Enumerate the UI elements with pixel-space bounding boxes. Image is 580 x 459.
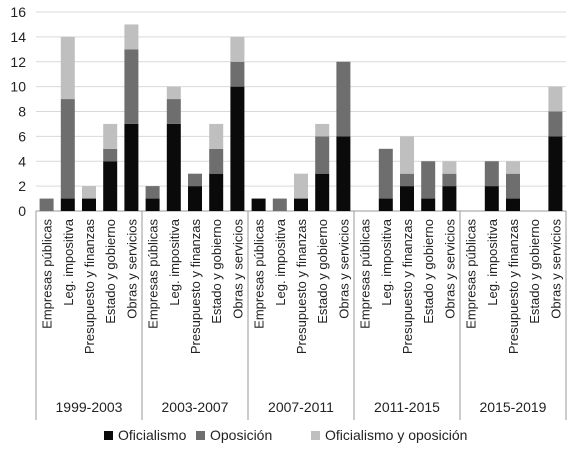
bar-segment-oficialismo	[188, 186, 202, 211]
x-subcategory-label: Empresas públicas	[358, 219, 373, 329]
bar-segment-oposicion	[145, 186, 160, 199]
x-period-label: 2003-2007	[162, 399, 229, 415]
bar-segment-oficialismo-y-oposicion	[60, 36, 75, 100]
x-subcategory-label: Obras y servicios	[336, 219, 351, 319]
x-subcategory-label: Presupuesto y finanzas	[400, 219, 415, 355]
x-subcategory-label: Leg. impositiva	[379, 218, 394, 305]
bar-segment-oposicion	[506, 173, 520, 199]
x-subcategory-label: Estado y gobierno	[209, 219, 224, 324]
y-tick-label: 16	[10, 4, 26, 20]
x-period-label: 2011-2015	[374, 399, 440, 415]
bar-segment-oposicion	[166, 99, 181, 124]
bar-segment-oficialismo	[124, 123, 139, 211]
bar-segment-oficialismo-y-oposicion	[506, 161, 520, 174]
bar-segment-oficialismo	[145, 198, 160, 211]
y-tick-label: 12	[10, 54, 26, 70]
bar-segment-oposicion	[60, 99, 75, 199]
bar-segment-oposicion	[484, 161, 499, 187]
legend-swatch	[311, 431, 320, 440]
legend: Oficialismo Oposición Oficialismo y oposic…	[104, 427, 467, 443]
y-tick-label: 6	[18, 128, 26, 144]
legend-label: Oficialismo	[118, 427, 187, 443]
bar-segment-oficialismo	[506, 198, 520, 211]
bar-segment-oficialismo	[421, 198, 436, 211]
bar-segment-oposicion	[188, 173, 202, 187]
bar-segment-oficialismo	[60, 198, 75, 211]
bar-segment-oficialismo-y-oposicion	[442, 161, 457, 174]
x-period-label: 2007-2011	[268, 399, 334, 415]
x-subcategory-label: Obras y servicios	[230, 219, 245, 319]
bar-segment-oposicion	[209, 148, 224, 174]
bar-segment-oficialismo	[82, 198, 96, 211]
bar-segment-oficialismo	[166, 123, 181, 211]
x-subcategory-label: Leg. impositiva	[485, 218, 500, 305]
x-subcategory-label: Empresas públicas	[146, 219, 161, 329]
bar-segment-oficialismo-y-oposicion	[82, 186, 96, 199]
x-subcategory-label: Presupuesto y finanzas	[188, 219, 203, 355]
bar-segment-oposicion	[548, 111, 563, 137]
bar-segment-oposicion	[124, 49, 139, 124]
bar-segment-oficialismo-y-oposicion	[103, 123, 118, 149]
x-subcategory-label: Empresas públicas	[464, 219, 479, 329]
y-tick-label: 0	[18, 203, 26, 219]
bar-segment-oficialismo-y-oposicion	[209, 123, 224, 149]
bar-segment-oficialismo-y-oposicion	[166, 86, 181, 100]
bar-segment-oficialismo	[400, 186, 414, 211]
bar-segment-oficialismo-y-oposicion	[315, 123, 330, 137]
x-subcategory-label: Obras y servicios	[124, 219, 139, 319]
x-subcategory-label: Estado y gobierno	[527, 219, 542, 324]
bar-segment-oficialismo-y-oposicion	[230, 36, 245, 62]
bar-segment-oposicion	[336, 61, 351, 137]
bar-segment-oficialismo	[548, 136, 563, 211]
bar-segment-oficialismo	[484, 186, 499, 211]
x-subcategory-label: Presupuesto y finanzas	[294, 219, 309, 355]
legend-label: Oposición	[210, 427, 272, 443]
bar-segment-oficialismo	[336, 136, 351, 211]
bar-segment-oposicion	[272, 198, 287, 211]
bar-segment-oposicion	[39, 198, 54, 211]
x-subcategory-label: Estado y gobierno	[421, 219, 436, 324]
x-period-label: 2015-2019	[480, 399, 547, 415]
bar-segment-oposicion	[421, 161, 436, 199]
bar-segment-oposicion	[230, 61, 245, 87]
bar-segment-oficialismo	[294, 198, 308, 211]
x-subcategory-label: Leg. impositiva	[273, 218, 288, 305]
bar-segment-oficialismo-y-oposicion	[124, 24, 139, 50]
y-tick-label: 8	[18, 104, 26, 120]
x-subcategory-label: Leg. impositiva	[61, 218, 76, 305]
bar-segment-oficialismo	[103, 161, 118, 211]
x-subcategory-label: Empresas públicas	[252, 219, 267, 329]
bar-segment-oficialismo	[378, 198, 393, 211]
x-subcategory-label: Estado y gobierno	[315, 219, 330, 324]
x-period-label: 1999-2003	[56, 399, 123, 415]
bar-segment-oficialismo	[315, 173, 330, 211]
legend-label: Oficialismo y oposición	[325, 427, 467, 443]
bar-segment-oposicion	[400, 173, 414, 187]
y-tick-label: 4	[18, 153, 26, 169]
bar-segment-oficialismo	[251, 198, 266, 211]
bar-segment-oposicion	[378, 148, 393, 199]
legend-swatch	[196, 431, 205, 440]
bar-segment-oficialismo-y-oposicion	[294, 173, 308, 199]
y-tick-label: 10	[10, 79, 26, 95]
bar-segment-oficialismo	[442, 186, 457, 211]
x-subcategory-label: Presupuesto y finanzas	[506, 219, 521, 355]
x-subcategory-label: Obras y servicios	[548, 219, 563, 319]
bar-segment-oficialismo	[209, 173, 224, 211]
y-tick-label: 14	[10, 29, 26, 45]
legend-swatch	[104, 431, 113, 440]
bar-segment-oficialismo-y-oposicion	[548, 86, 563, 112]
x-subcategory-label: Estado y gobierno	[103, 219, 118, 324]
x-subcategory-label: Presupuesto y finanzas	[82, 219, 97, 355]
bar-segment-oficialismo	[230, 86, 245, 211]
x-subcategory-label: Leg. impositiva	[167, 218, 182, 305]
bar-segment-oposicion	[103, 148, 118, 162]
bar-segment-oposicion	[315, 136, 330, 174]
bar-segment-oposicion	[442, 173, 457, 187]
bar-segment-oficialismo-y-oposicion	[400, 136, 414, 174]
x-subcategory-label: Obras y servicios	[442, 219, 457, 319]
y-tick-label: 2	[18, 178, 26, 194]
x-subcategory-label: Empresas públicas	[40, 219, 55, 329]
